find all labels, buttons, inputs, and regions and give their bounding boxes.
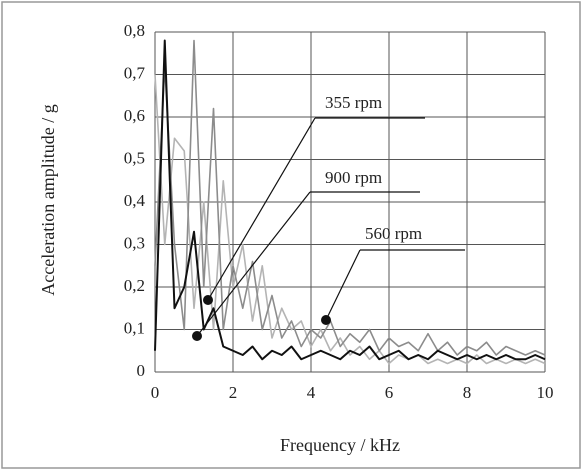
x-tick-label: 4 <box>307 383 316 402</box>
legend-label: 900 rpm <box>325 168 382 187</box>
y-tick-label: 0,4 <box>124 191 146 210</box>
y-tick-label: 0,3 <box>124 233 145 252</box>
callout-dot <box>192 331 202 341</box>
y-tick-label: 0,1 <box>124 318 145 337</box>
callout-dot <box>321 315 331 325</box>
x-tick-label: 0 <box>151 383 160 402</box>
series-line <box>154 39 546 356</box>
y-tick-label: 0,7 <box>124 63 146 82</box>
x-tick-label: 6 <box>385 383 394 402</box>
legend-label: 560 rpm <box>365 224 422 243</box>
callout-leader <box>207 117 316 301</box>
series-line <box>154 39 546 361</box>
y-tick-label: 0,8 <box>124 21 145 40</box>
x-tick-label: 10 <box>537 383 554 402</box>
callout-leader <box>196 191 311 337</box>
callout-dot <box>203 295 213 305</box>
y-tick-label: 0,6 <box>124 106 145 125</box>
y-tick-label: 0 <box>137 361 146 380</box>
x-tick-label: 2 <box>229 383 238 402</box>
y-tick-label: 0,2 <box>124 276 145 295</box>
x-axis-title: Frequency / kHz <box>280 435 400 455</box>
legend-label: 355 rpm <box>325 93 382 112</box>
callout-leader <box>325 249 361 321</box>
y-tick-label: 0,5 <box>124 148 145 167</box>
y-axis-title: Acceleration amplitude / g <box>38 104 58 295</box>
x-tick-label: 8 <box>463 383 472 402</box>
